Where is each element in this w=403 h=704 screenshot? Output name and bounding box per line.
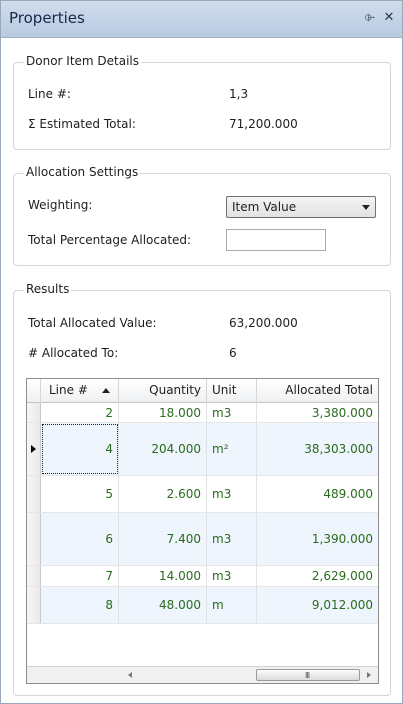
results-group: Results Total Allocated Value: 63,200.00… [13, 282, 391, 696]
column-header-line[interactable]: Line # [41, 379, 119, 403]
allocated-total-cell[interactable]: 3,380.000 [311, 405, 373, 420]
column-header-allocated-total[interactable]: Allocated Total [285, 383, 373, 397]
allocated-to-value: 6 [229, 346, 237, 360]
line-cell[interactable]: 8 [41, 587, 119, 623]
table-row[interactable]: 7 14.000 m3 2,629.000 [27, 566, 378, 587]
quantity-cell[interactable]: 18.000 [119, 403, 207, 422]
sort-ascending-icon [102, 388, 110, 393]
total-allocated-value: 63,200.000 [229, 316, 298, 330]
line-cell[interactable]: 5 [41, 476, 119, 512]
grid-header: Line # Quantity Unit Allocated Total [27, 379, 378, 403]
allocated-total-cell[interactable]: 2,629.000 [311, 569, 373, 583]
weighting-dropdown[interactable]: Item Value [226, 196, 376, 218]
column-header-quantity[interactable]: Quantity [119, 379, 207, 403]
table-row[interactable]: 2 18.000 m3 3,380.000 [27, 403, 378, 423]
line-cell[interactable]: 6 [41, 513, 119, 565]
quantity-cell[interactable]: 7.400 [119, 513, 207, 565]
results-grid[interactable]: Line # Quantity Unit Allocated Total 2 1… [26, 378, 379, 684]
allocated-total-cell[interactable]: 1,390.000 [257, 513, 378, 565]
allocated-total-cell[interactable]: 9,012.000 [257, 587, 378, 623]
allocated-to-label: # Allocated To: [28, 346, 119, 360]
window-title: Properties [9, 9, 85, 27]
chevron-down-icon [362, 205, 370, 210]
quantity-cell[interactable]: 14.000 [119, 566, 207, 586]
line-cell[interactable]: 2 [41, 403, 119, 422]
line-number-value: 1,3 [229, 87, 249, 101]
estimated-total-value: 71,200.000 [229, 117, 298, 131]
scrollbar-thumb[interactable]: III [256, 669, 360, 681]
quantity-cell[interactable]: 2.600 [119, 476, 207, 512]
weighting-label: Weighting: [28, 198, 93, 212]
line-number-label: Line #: [28, 87, 71, 101]
close-icon[interactable]: ✕ [383, 10, 395, 25]
title-bar: Properties ⌱ ✕ [1, 1, 402, 38]
results-group-legend: Results [24, 282, 72, 296]
donor-item-details-group: Donor Item Details Line #: 1,3 Σ Estimat… [13, 54, 391, 150]
column-header-line-label: Line # [49, 383, 88, 397]
unit-cell[interactable]: m3 [207, 403, 257, 422]
table-row[interactable]: 5 2.600 m3 489.000 [27, 476, 378, 513]
unit-cell[interactable]: m3 [207, 476, 257, 512]
table-row[interactable]: 4 204.000 m² 38,303.000 [27, 423, 378, 476]
row-selector[interactable] [27, 566, 41, 586]
allocated-total-cell[interactable]: 38,303.000 [257, 423, 378, 475]
row-selector[interactable] [27, 403, 41, 422]
unit-cell[interactable]: m² [207, 423, 257, 475]
row-selector[interactable] [27, 423, 41, 475]
weighting-selected-value: Item Value [232, 200, 297, 214]
allocation-settings-group: Allocation Settings Weighting: Item Valu… [13, 165, 391, 266]
estimated-total-label: Σ Estimated Total: [28, 117, 136, 131]
row-selector[interactable] [27, 513, 41, 565]
header-row-selector [27, 379, 41, 403]
allocation-group-legend: Allocation Settings [24, 165, 141, 179]
scroll-left-icon[interactable] [128, 672, 132, 678]
quantity-cell[interactable]: 48.000 [119, 587, 207, 623]
current-row-icon [31, 445, 36, 453]
horizontal-scrollbar[interactable]: III [27, 666, 378, 683]
unit-cell[interactable]: m3 [207, 513, 257, 565]
quantity-cell[interactable]: 204.000 [119, 423, 207, 475]
donor-group-legend: Donor Item Details [24, 54, 142, 68]
total-percentage-input[interactable] [226, 229, 326, 251]
row-selector[interactable] [27, 476, 41, 512]
table-row[interactable]: 8 48.000 m 9,012.000 [27, 587, 378, 624]
unit-cell[interactable]: m3 [207, 566, 257, 586]
unit-cell[interactable]: m [207, 587, 257, 623]
line-cell[interactable]: 7 [41, 566, 119, 586]
line-cell[interactable]: 4 [41, 423, 119, 475]
scroll-right-icon[interactable] [367, 672, 371, 678]
total-allocated-value-label: Total Allocated Value: [28, 316, 157, 330]
row-selector[interactable] [27, 587, 41, 623]
allocated-total-cell[interactable]: 489.000 [323, 487, 373, 501]
scroll-grip: III [305, 671, 310, 680]
pin-icon[interactable]: ⌱ [364, 10, 376, 25]
table-row[interactable]: 6 7.400 m3 1,390.000 [27, 513, 378, 566]
column-header-unit[interactable]: Unit [207, 379, 257, 403]
total-percentage-label: Total Percentage Allocated: [28, 233, 192, 247]
